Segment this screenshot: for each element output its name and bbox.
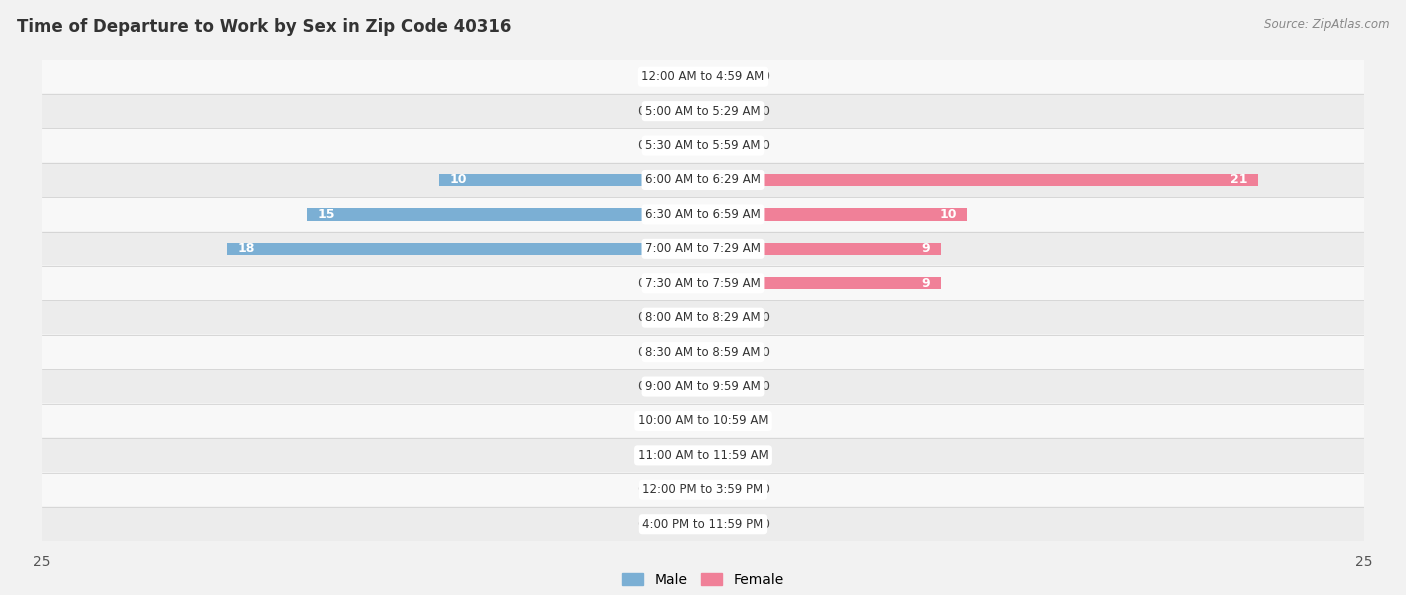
Bar <box>655 139 703 152</box>
Bar <box>42 405 1364 437</box>
Bar <box>703 71 751 83</box>
Text: 0: 0 <box>761 346 769 359</box>
Text: 10:00 AM to 10:59 AM: 10:00 AM to 10:59 AM <box>638 415 768 427</box>
Bar <box>655 484 703 496</box>
Text: 0: 0 <box>761 70 769 83</box>
Bar <box>42 164 1364 196</box>
Bar <box>655 518 703 530</box>
Text: 5:00 AM to 5:29 AM: 5:00 AM to 5:29 AM <box>645 105 761 118</box>
Bar <box>703 208 967 221</box>
Text: 0: 0 <box>761 105 769 118</box>
Text: 21: 21 <box>1230 174 1247 186</box>
Text: 6:00 AM to 6:29 AM: 6:00 AM to 6:29 AM <box>645 174 761 186</box>
Text: 12:00 AM to 4:59 AM: 12:00 AM to 4:59 AM <box>641 70 765 83</box>
Text: 0: 0 <box>761 449 769 462</box>
Text: 11:00 AM to 11:59 AM: 11:00 AM to 11:59 AM <box>638 449 768 462</box>
Bar <box>42 267 1364 300</box>
Bar <box>655 105 703 117</box>
Bar <box>42 508 1364 541</box>
Bar <box>42 60 1364 93</box>
Text: 12:00 PM to 3:59 PM: 12:00 PM to 3:59 PM <box>643 483 763 496</box>
Text: 9:00 AM to 9:59 AM: 9:00 AM to 9:59 AM <box>645 380 761 393</box>
Text: 0: 0 <box>761 380 769 393</box>
Bar <box>655 449 703 462</box>
Text: 0: 0 <box>637 518 645 531</box>
Bar <box>703 380 751 393</box>
Text: 0: 0 <box>761 415 769 427</box>
Bar <box>42 129 1364 162</box>
Text: 0: 0 <box>637 346 645 359</box>
Bar <box>703 243 941 255</box>
Bar <box>42 370 1364 403</box>
Text: 7:00 AM to 7:29 AM: 7:00 AM to 7:29 AM <box>645 242 761 255</box>
Text: 9: 9 <box>922 242 931 255</box>
Bar <box>228 243 703 255</box>
Bar <box>307 208 703 221</box>
Bar <box>655 277 703 289</box>
Bar <box>703 518 751 530</box>
Text: 4:00 PM to 11:59 PM: 4:00 PM to 11:59 PM <box>643 518 763 531</box>
Bar <box>42 301 1364 334</box>
Text: 0: 0 <box>637 483 645 496</box>
Text: 0: 0 <box>761 311 769 324</box>
Text: 5:30 AM to 5:59 AM: 5:30 AM to 5:59 AM <box>645 139 761 152</box>
Bar <box>42 336 1364 369</box>
Bar <box>655 71 703 83</box>
Bar <box>655 380 703 393</box>
Bar <box>42 95 1364 128</box>
Text: 8:00 AM to 8:29 AM: 8:00 AM to 8:29 AM <box>645 311 761 324</box>
Text: 0: 0 <box>637 70 645 83</box>
Bar <box>703 105 751 117</box>
Text: 0: 0 <box>637 277 645 290</box>
Text: 0: 0 <box>637 105 645 118</box>
Text: Time of Departure to Work by Sex in Zip Code 40316: Time of Departure to Work by Sex in Zip … <box>17 18 512 36</box>
Text: 0: 0 <box>637 380 645 393</box>
Bar <box>703 174 1258 186</box>
Bar <box>439 174 703 186</box>
Bar <box>703 346 751 358</box>
Bar <box>655 415 703 427</box>
Text: 0: 0 <box>761 483 769 496</box>
Text: 15: 15 <box>318 208 335 221</box>
Text: 0: 0 <box>637 311 645 324</box>
Text: Source: ZipAtlas.com: Source: ZipAtlas.com <box>1264 18 1389 31</box>
Bar <box>655 346 703 358</box>
Text: 9: 9 <box>922 277 931 290</box>
Text: 0: 0 <box>761 518 769 531</box>
Bar <box>703 312 751 324</box>
Text: 0: 0 <box>637 449 645 462</box>
Text: 6:30 AM to 6:59 AM: 6:30 AM to 6:59 AM <box>645 208 761 221</box>
Text: 7:30 AM to 7:59 AM: 7:30 AM to 7:59 AM <box>645 277 761 290</box>
Text: 8:30 AM to 8:59 AM: 8:30 AM to 8:59 AM <box>645 346 761 359</box>
Legend: Male, Female: Male, Female <box>617 567 789 593</box>
Text: 10: 10 <box>939 208 956 221</box>
Bar <box>42 473 1364 506</box>
Text: 0: 0 <box>637 415 645 427</box>
Bar <box>655 312 703 324</box>
Bar <box>42 198 1364 231</box>
Bar <box>703 277 941 289</box>
Bar <box>42 439 1364 472</box>
Text: 18: 18 <box>238 242 254 255</box>
Bar <box>703 484 751 496</box>
Bar <box>703 139 751 152</box>
Bar <box>703 449 751 462</box>
Bar <box>703 415 751 427</box>
Text: 0: 0 <box>637 139 645 152</box>
Text: 10: 10 <box>450 174 467 186</box>
Bar <box>42 232 1364 265</box>
Text: 0: 0 <box>761 139 769 152</box>
